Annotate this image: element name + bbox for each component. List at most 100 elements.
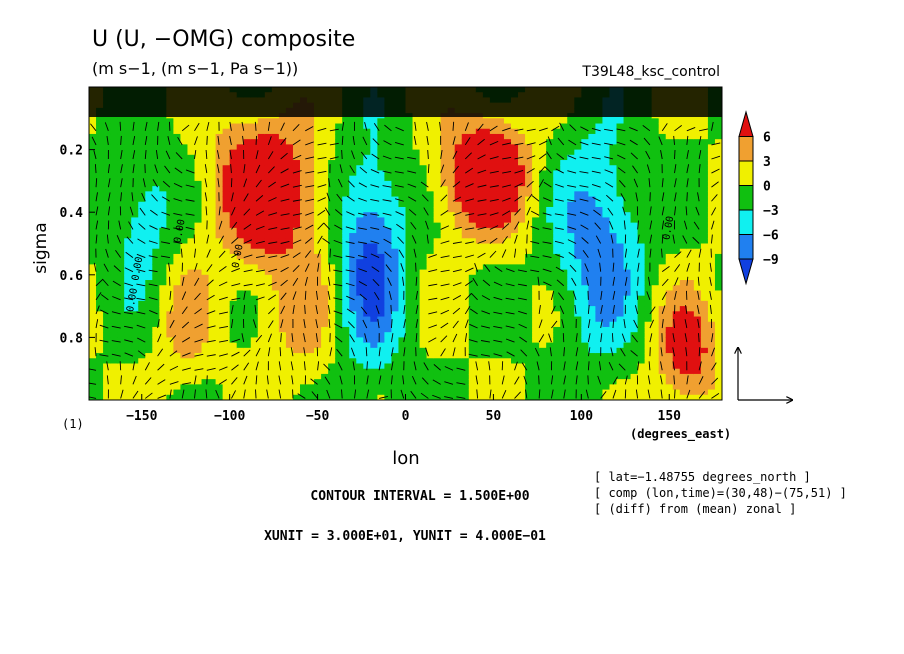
field-cell [489, 118, 498, 125]
field-cell [257, 379, 266, 385]
field-cell [307, 118, 315, 125]
field-cell [672, 123, 681, 130]
field-cell [103, 290, 111, 297]
field-cell [363, 196, 371, 203]
field-cell [278, 160, 287, 166]
field-cell [89, 233, 97, 239]
field-cell [370, 363, 378, 370]
field-cell [229, 154, 238, 161]
field-cell [131, 285, 139, 292]
field-cell [419, 233, 428, 239]
field-cell [138, 170, 146, 177]
field-cell [658, 144, 667, 151]
field-cell [335, 206, 343, 213]
field-cell [187, 280, 196, 286]
field-cell [440, 227, 449, 234]
field-cell [518, 264, 526, 271]
field-cell [321, 243, 329, 250]
field-cell [131, 206, 139, 213]
field-cell [264, 394, 273, 400]
field-cell [412, 248, 421, 255]
field-cell [363, 264, 371, 271]
field-cell [567, 160, 575, 166]
field-cell [560, 316, 568, 323]
field-cell [454, 368, 463, 375]
field-cell [553, 165, 561, 172]
field-cell [447, 347, 456, 354]
field-cell [229, 285, 238, 292]
field-cell [518, 196, 526, 203]
field-cell [503, 306, 512, 312]
field-cell [166, 243, 174, 250]
field-cell [511, 123, 519, 130]
field-cell [567, 373, 575, 380]
field-cell [152, 222, 160, 229]
field-cell [257, 238, 266, 245]
field-cell [468, 316, 477, 323]
field-cell [187, 175, 196, 182]
field-cell [405, 342, 414, 349]
field-cell [595, 368, 604, 375]
field-cell [525, 139, 533, 145]
field-cell [349, 217, 357, 224]
field-cell [433, 347, 442, 354]
field-cell [525, 227, 533, 234]
field-cell [370, 389, 378, 396]
field-cell [461, 379, 470, 385]
field-cell [278, 300, 287, 307]
field-cell [208, 139, 217, 145]
field-cell [314, 175, 322, 182]
field-cell [201, 280, 210, 286]
field-cell [602, 154, 611, 161]
field-cell [637, 347, 646, 354]
field-cell [180, 259, 189, 265]
field-cell [440, 321, 449, 328]
field-cell [623, 139, 632, 145]
field-cell [180, 300, 189, 307]
field-cell [440, 300, 449, 307]
field-cell [440, 233, 449, 239]
field-cell [468, 191, 477, 198]
field-cell [391, 238, 400, 245]
field-cell [567, 368, 575, 375]
field-cell [363, 212, 371, 219]
field-cell [525, 290, 533, 297]
field-cell [124, 384, 132, 391]
field-cell [637, 212, 646, 219]
field-cell [138, 332, 146, 338]
field-cell [595, 170, 604, 177]
field-cell [215, 227, 224, 234]
field-cell [180, 264, 189, 271]
field-cell [602, 253, 611, 260]
field-cell [482, 175, 491, 182]
field-cell [609, 233, 618, 239]
field-cell [117, 347, 125, 354]
field-cell [285, 280, 294, 286]
field-cell [658, 311, 667, 318]
field-cell [630, 233, 639, 239]
field-cell [222, 311, 231, 318]
field-cell [243, 165, 252, 172]
field-cell [377, 274, 385, 281]
field-cell [665, 321, 674, 328]
field-cell [623, 353, 632, 359]
field-cell [433, 321, 442, 328]
field-cell [314, 321, 322, 328]
field-cell [377, 353, 385, 359]
field-cell [637, 123, 646, 130]
field-cell [250, 139, 259, 145]
field-cell [546, 264, 554, 271]
field-cell [110, 264, 118, 271]
field-cell [117, 175, 125, 182]
field-cell [419, 175, 428, 182]
field-cell [391, 191, 400, 198]
field-cell [623, 128, 632, 135]
field-cell [574, 290, 582, 297]
field-cell [110, 321, 118, 328]
field-cell [391, 186, 400, 192]
field-cell [574, 379, 582, 385]
field-cell [166, 342, 174, 349]
field-cell [525, 238, 533, 245]
field-cell [511, 154, 519, 161]
field-cell [433, 332, 442, 338]
